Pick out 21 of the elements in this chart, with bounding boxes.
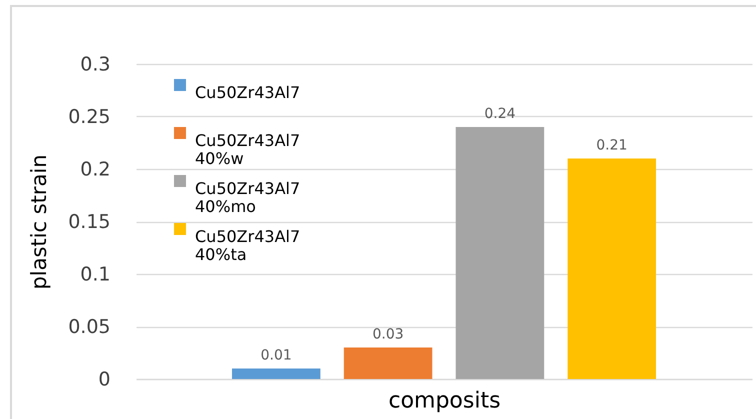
y-tick-label: 0.15 xyxy=(68,211,110,233)
y-axis-title: plastic strain xyxy=(27,154,52,290)
legend-label: Cu50Zr43Al7 xyxy=(195,83,300,102)
bar xyxy=(232,368,320,379)
y-tick-label: 0.05 xyxy=(68,316,110,338)
data-label: 0.01 xyxy=(260,348,292,364)
data-label: 0.24 xyxy=(484,106,516,122)
y-tick-label: 0.2 xyxy=(80,158,110,180)
legend-label: Cu50Zr43Al7 40%mo xyxy=(195,179,300,216)
y-tick-label: 0.3 xyxy=(80,54,110,76)
x-axis-title: composits xyxy=(388,388,501,414)
bar xyxy=(456,127,544,379)
bar xyxy=(568,158,656,379)
data-label: 0.21 xyxy=(596,138,628,154)
legend-label: Cu50Zr43Al7 40%w xyxy=(195,131,300,168)
y-tick-label: 0.25 xyxy=(68,106,110,128)
bar xyxy=(344,348,432,379)
y-tick-label: 0 xyxy=(98,368,110,390)
legend-label: Cu50Zr43Al7 40%ta xyxy=(195,227,300,264)
y-tick-label: 0.1 xyxy=(80,264,110,286)
data-label: 0.03 xyxy=(372,326,404,342)
